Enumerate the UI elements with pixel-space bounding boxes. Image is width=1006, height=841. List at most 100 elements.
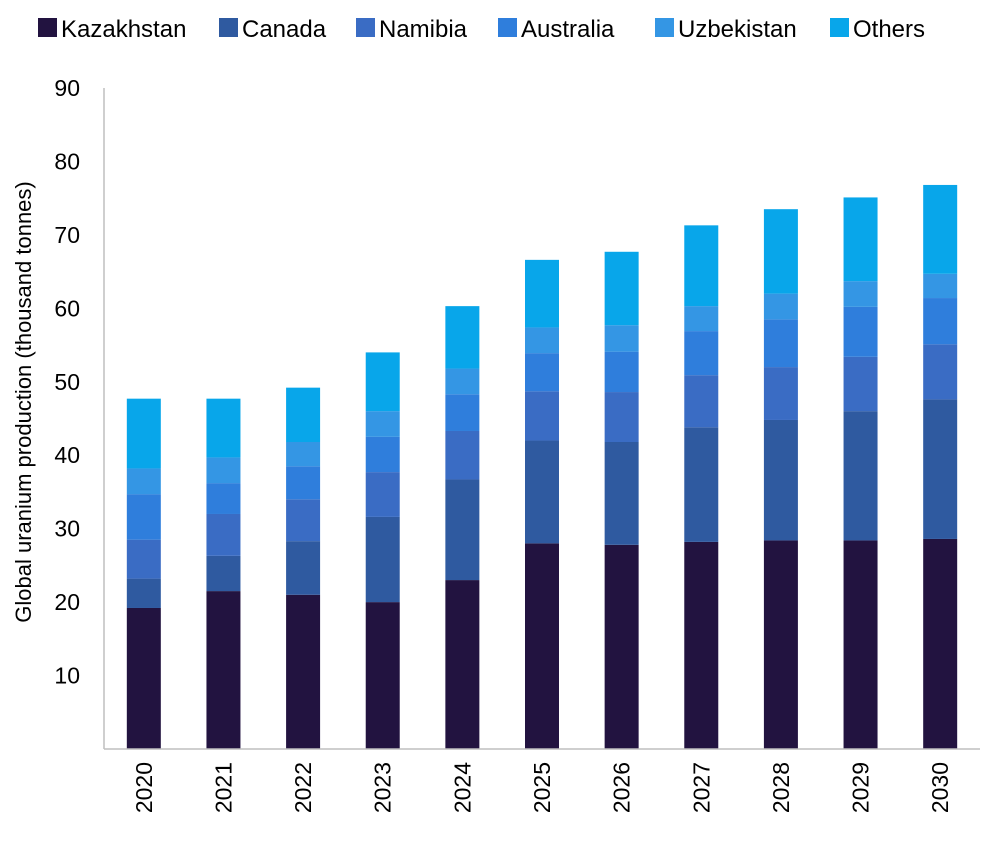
bar-australia-2020 [126, 494, 161, 540]
bar-others-2022 [286, 387, 321, 443]
bar-uzbekistan-2020 [126, 468, 161, 495]
y-tick-label: 90 [54, 75, 80, 101]
legend-swatch [655, 18, 674, 37]
bar-canada-2024 [445, 479, 480, 581]
y-axis-label: Global uranium production (thousand tonn… [11, 181, 36, 623]
bar-uzbekistan-2030 [923, 273, 958, 299]
legend-label: Canada [242, 16, 327, 43]
y-tick-label: 30 [54, 516, 80, 542]
bar-kazakhstan-2024 [445, 580, 480, 749]
legend-label: Kazakhstan [61, 16, 186, 43]
x-tick-label: 2030 [927, 762, 953, 813]
bar-uzbekistan-2024 [445, 368, 480, 395]
bar-namibia-2023 [365, 472, 400, 517]
y-ticks: 10 20 30 40 50 60 70 80 90 [54, 75, 80, 689]
bar-others-2023 [365, 352, 400, 412]
bar-canada-2030 [923, 399, 958, 539]
x-tick-label: 2020 [131, 762, 157, 813]
bar-namibia-2029 [843, 356, 878, 412]
bar-canada-2023 [365, 516, 400, 603]
bar-canada-2020 [126, 578, 161, 608]
bar-kazakhstan-2020 [126, 607, 161, 749]
bar-uzbekistan-2029 [843, 281, 878, 307]
bar-canada-2027 [684, 427, 719, 542]
y-tick-label: 50 [54, 369, 80, 395]
legend-swatch [356, 18, 375, 37]
bar-canada-2021 [206, 555, 241, 592]
bar-australia-2024 [445, 394, 480, 431]
x-tick-label: 2028 [768, 762, 794, 813]
y-tick-label: 20 [54, 589, 80, 615]
bar-australia-2023 [365, 436, 400, 473]
bar-australia-2027 [684, 331, 719, 376]
bar-uzbekistan-2023 [365, 411, 400, 437]
bar-namibia-2025 [525, 391, 559, 441]
bar-namibia-2024 [445, 430, 480, 480]
bar-australia-2029 [843, 306, 878, 357]
bar-kazakhstan-2029 [843, 540, 878, 749]
bar-uzbekistan-2026 [604, 325, 639, 352]
y-tick-label: 10 [54, 663, 80, 689]
bar-australia-2026 [604, 351, 639, 393]
bar-kazakhstan-2026 [604, 544, 639, 749]
y-tick-label: 70 [54, 222, 80, 248]
bar-namibia-2021 [206, 513, 241, 556]
bar-kazakhstan-2023 [365, 602, 400, 749]
bar-australia-2025 [525, 353, 559, 392]
y-tick-label: 60 [54, 295, 80, 321]
x-ticks: 2020 2021 2022 2023 2024 2025 2026 2027 2028 2029… [131, 762, 953, 813]
bar-kazakhstan-2030 [923, 538, 958, 749]
bar-kazakhstan-2027 [684, 541, 719, 749]
bar-namibia-2028 [763, 367, 798, 420]
bar-kazakhstan-2028 [763, 540, 798, 749]
bar-others-2029 [843, 197, 878, 282]
bar-others-2024 [445, 306, 480, 369]
x-tick-label: 2029 [848, 762, 874, 813]
bar-others-2025 [525, 259, 559, 328]
legend-label: Australia [521, 16, 615, 43]
y-tick-label: 40 [54, 442, 80, 468]
bar-canada-2028 [763, 419, 798, 541]
bar-kazakhstan-2022 [286, 594, 321, 749]
x-tick-label: 2021 [210, 762, 236, 813]
bars [126, 184, 958, 749]
bar-others-2028 [763, 209, 798, 294]
bar-uzbekistan-2028 [763, 293, 798, 320]
bar-others-2021 [206, 398, 241, 458]
legend-label: Others [853, 16, 925, 43]
bar-kazakhstan-2025 [525, 543, 559, 749]
bar-others-2026 [604, 251, 639, 326]
x-tick-label: 2026 [609, 762, 635, 813]
bar-others-2027 [684, 225, 719, 307]
bar-kazakhstan-2021 [206, 591, 241, 749]
x-tick-label: 2027 [688, 762, 714, 813]
axes [103, 88, 980, 750]
bar-namibia-2030 [923, 344, 958, 400]
legend-label: Namibia [379, 16, 468, 43]
bar-canada-2022 [286, 541, 321, 595]
bar-others-2020 [126, 398, 161, 469]
bar-uzbekistan-2025 [525, 327, 559, 354]
bar-australia-2022 [286, 466, 321, 500]
bar-uzbekistan-2021 [206, 457, 241, 484]
bar-canada-2026 [604, 442, 639, 545]
legend: Kazakhstan Canada Namibia Australia Uzbekist… [38, 16, 925, 43]
x-tick-label: 2025 [529, 762, 555, 813]
x-tick-label: 2023 [370, 762, 396, 813]
legend-swatch [219, 18, 238, 37]
y-tick-label: 80 [54, 148, 80, 174]
bar-uzbekistan-2022 [286, 442, 321, 467]
bar-others-2030 [923, 184, 958, 274]
legend-label: Uzbekistan [678, 16, 797, 43]
x-tick-label: 2022 [290, 762, 316, 813]
legend-swatch [830, 18, 849, 37]
bar-australia-2021 [206, 483, 241, 514]
bar-namibia-2026 [604, 392, 639, 443]
bar-namibia-2027 [684, 375, 719, 428]
bar-canada-2029 [843, 411, 878, 541]
bar-uzbekistan-2027 [684, 306, 719, 332]
legend-swatch [38, 18, 57, 37]
bar-australia-2028 [763, 319, 798, 368]
bar-namibia-2022 [286, 499, 321, 542]
